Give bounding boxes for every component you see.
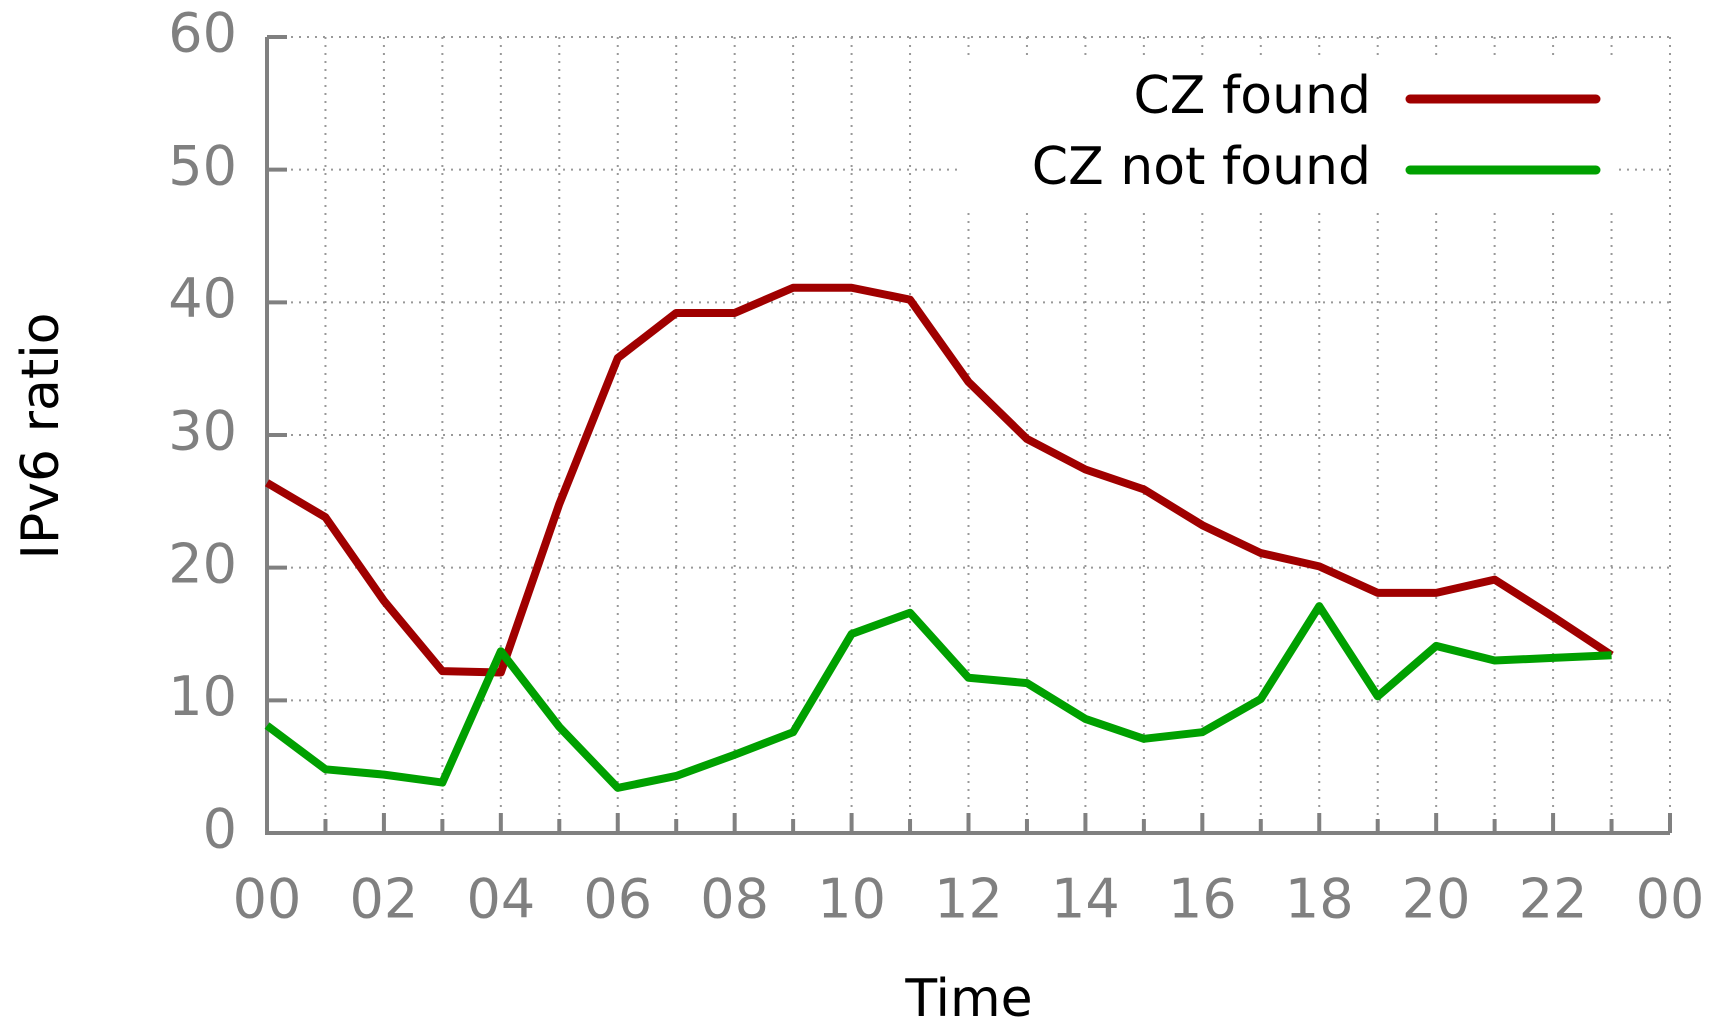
series-line: [264, 283, 1614, 677]
legend-box: [960, 59, 1616, 211]
y-tick-label: 20: [168, 532, 237, 595]
y-tick-label: 10: [168, 665, 237, 728]
x-tick-label: 00: [1636, 868, 1705, 931]
y-tick-label: 30: [168, 400, 237, 463]
y-tick-label: 0: [203, 798, 237, 861]
x-tick-label: 06: [583, 868, 652, 931]
x-tick-label: 18: [1285, 868, 1354, 931]
legend-label: CZ found: [1133, 66, 1371, 126]
x-tick-label: 22: [1519, 868, 1588, 931]
y-tick-label: 60: [168, 2, 237, 65]
series-line: [264, 602, 1612, 792]
y-tick-label: 50: [168, 134, 237, 197]
x-tick-label: 00: [233, 868, 302, 931]
x-tick-label: 14: [1051, 868, 1120, 931]
y-tick-label: 40: [168, 267, 237, 330]
x-axis-label: Time: [904, 969, 1032, 1028]
x-tick-label: 12: [934, 868, 1003, 931]
x-tick-label: 02: [350, 868, 419, 931]
x-tick-label: 16: [1168, 868, 1237, 931]
y-axis-label: IPv6 ratio: [11, 313, 71, 560]
x-tick-label: 04: [466, 868, 535, 931]
x-tick-label: 20: [1402, 868, 1471, 931]
legend-label: CZ not found: [1032, 137, 1371, 197]
x-tick-label: 08: [700, 868, 769, 931]
x-tick-label: 10: [817, 868, 886, 931]
